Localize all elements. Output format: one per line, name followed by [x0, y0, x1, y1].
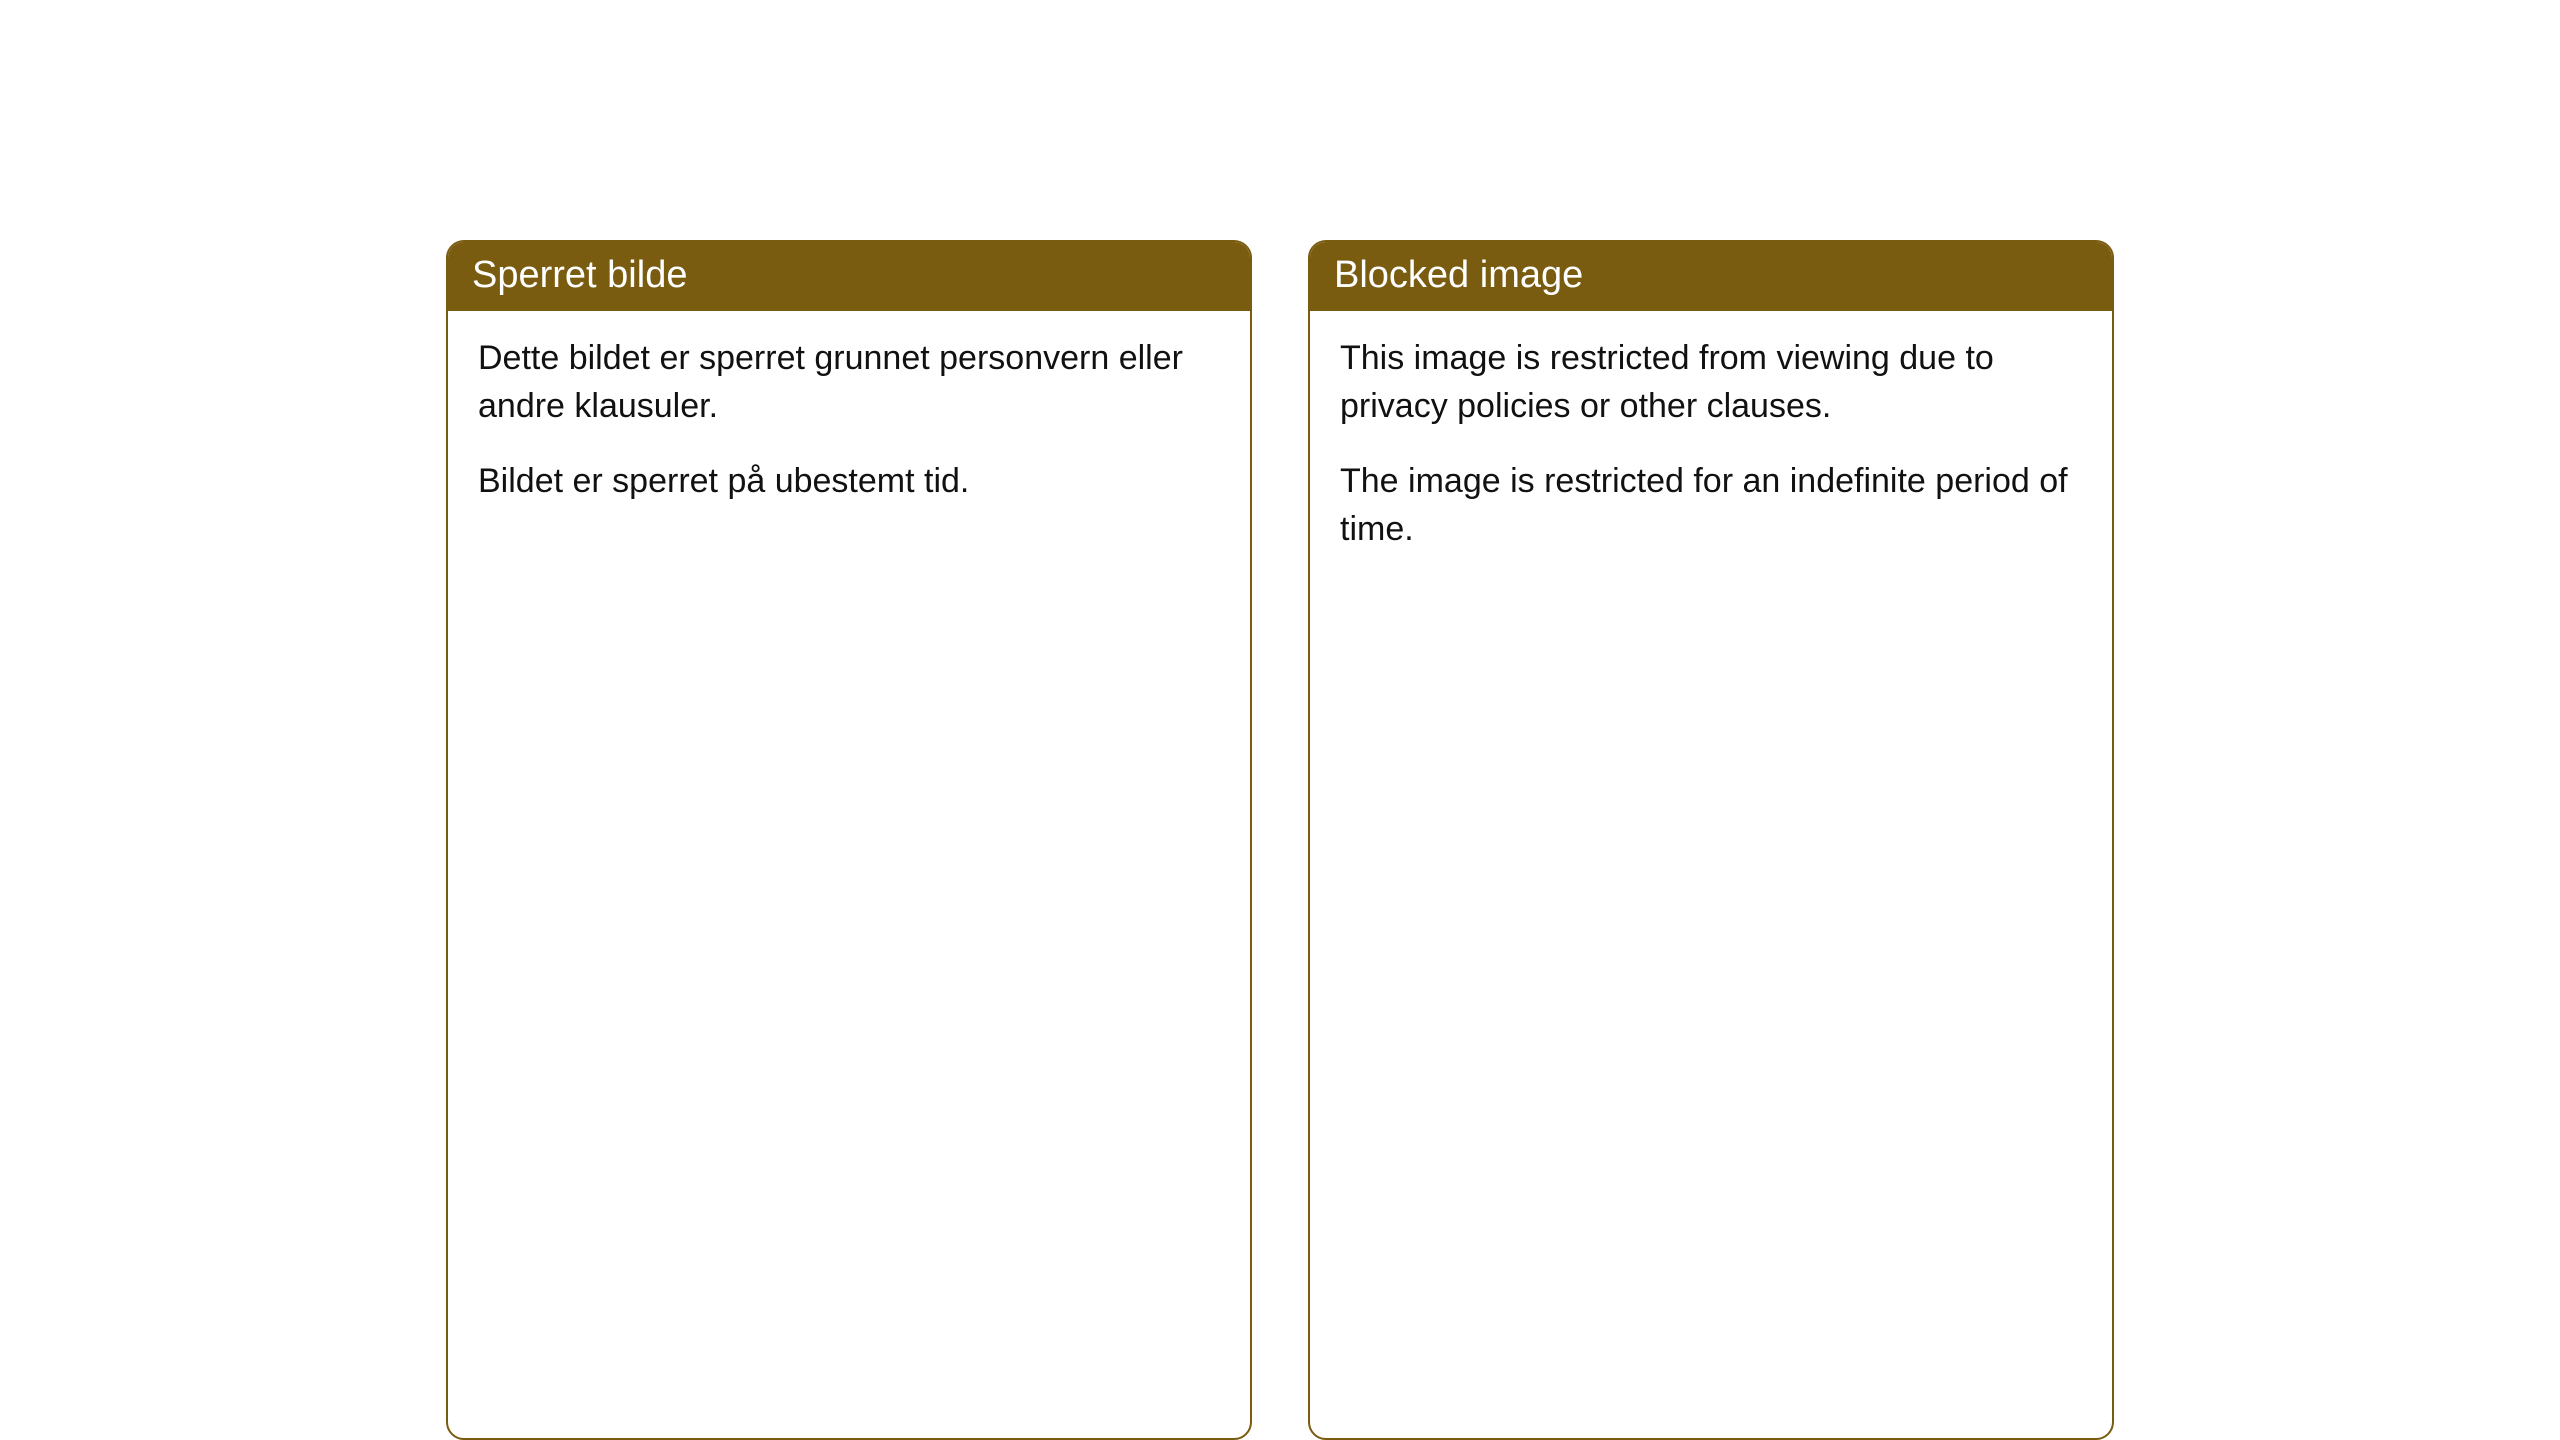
notice-card-english: Blocked image This image is restricted f… — [1308, 240, 2114, 1440]
card-paragraph: Dette bildet er sperret grunnet personve… — [478, 335, 1220, 430]
card-paragraph: The image is restricted for an indefinit… — [1340, 458, 2082, 553]
card-paragraph: Bildet er sperret på ubestemt tid. — [478, 458, 1220, 506]
notice-cards-container: Sperret bilde Dette bildet er sperret gr… — [446, 240, 2114, 1440]
card-title: Blocked image — [1310, 242, 2112, 311]
card-body: This image is restricted from viewing du… — [1310, 311, 2112, 589]
notice-card-norwegian: Sperret bilde Dette bildet er sperret gr… — [446, 240, 1252, 1440]
card-paragraph: This image is restricted from viewing du… — [1340, 335, 2082, 430]
card-body: Dette bildet er sperret grunnet personve… — [448, 311, 1250, 542]
card-title: Sperret bilde — [448, 242, 1250, 311]
